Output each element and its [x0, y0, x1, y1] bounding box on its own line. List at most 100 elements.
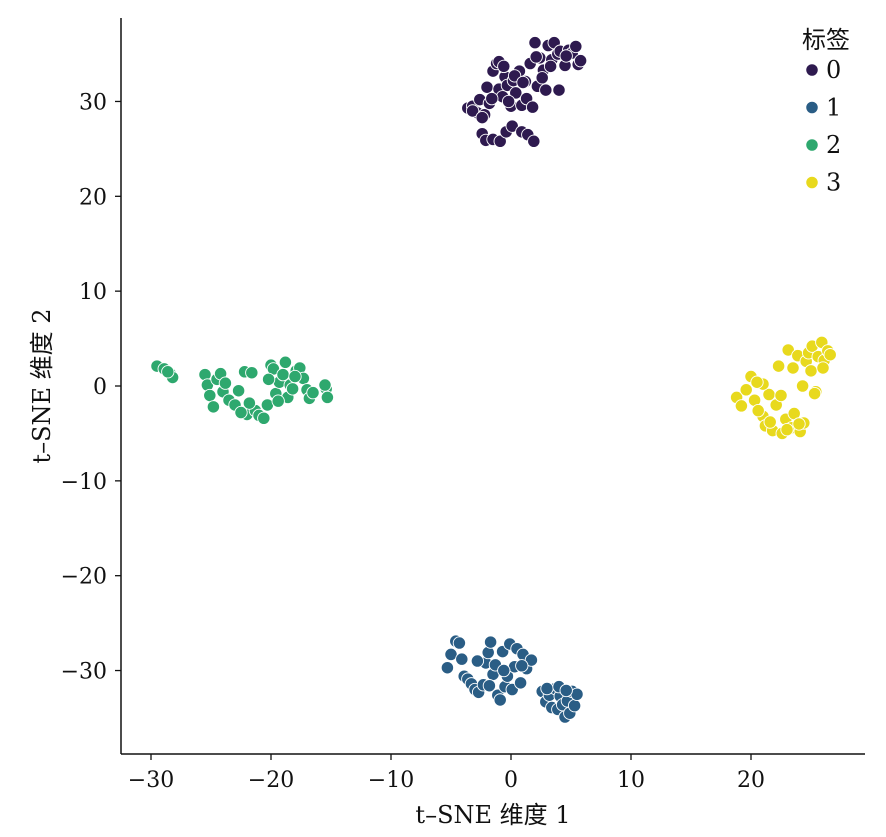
point-series-3: [795, 379, 810, 393]
x-axis-ticks: −30 −20 −10 0 10 20: [128, 754, 765, 793]
point-series-0: [501, 94, 516, 109]
point-series-1: [513, 676, 528, 690]
point-series-2: [203, 388, 217, 403]
point-series-1: [559, 683, 573, 698]
series-0: [461, 36, 588, 148]
point-series-0: [485, 91, 499, 106]
point-series-3: [804, 364, 818, 378]
legend-marker-0: [805, 63, 819, 77]
point-series-2: [261, 372, 276, 387]
x-tick-label: 0: [504, 768, 518, 793]
point-series-3: [751, 404, 765, 418]
point-series-0: [529, 50, 543, 64]
legend-label-2: 2: [826, 131, 841, 159]
point-series-3: [807, 386, 822, 401]
point-series-3: [774, 388, 788, 403]
x-tick-label: 10: [617, 768, 645, 793]
legend-items: 0 1 2 3: [805, 56, 841, 197]
legend-title: 标签: [802, 26, 850, 54]
point-series-3: [771, 359, 786, 373]
y-tick-label: 0: [93, 375, 107, 400]
y-tick-label: 10: [79, 280, 107, 305]
point-series-2: [278, 355, 293, 369]
point-series-2: [218, 376, 233, 390]
series-2: [150, 355, 335, 425]
point-series-0: [497, 59, 511, 74]
point-series-2: [161, 365, 175, 379]
y-axis-ticks: −30 −20 −10 0 10 20 30: [61, 90, 121, 685]
legend: 标签 0 1 2 3: [802, 26, 850, 197]
point-series-0: [539, 83, 553, 97]
point-series-0: [480, 80, 494, 94]
point-series-2: [271, 394, 285, 408]
legend-marker-2: [805, 138, 819, 152]
point-series-2: [245, 366, 259, 380]
legend-marker-1: [805, 100, 819, 115]
point-series-3: [734, 399, 749, 413]
point-series-1: [493, 693, 507, 707]
point-series-0: [527, 134, 541, 148]
point-series-1: [455, 652, 469, 666]
y-tick-label: 20: [79, 185, 107, 210]
point-series-0: [559, 49, 573, 63]
point-series-2: [276, 367, 290, 382]
legend-label-0: 0: [826, 56, 841, 84]
legend-marker-3: [805, 175, 819, 190]
point-series-3: [750, 375, 764, 389]
series-3: [729, 335, 837, 441]
point-series-0: [569, 39, 583, 54]
point-series-2: [257, 411, 271, 425]
point-series-3: [780, 422, 794, 437]
point-series-3: [792, 417, 806, 431]
point-series-0: [475, 110, 489, 125]
point-series-1: [452, 636, 467, 650]
y-tick-label: −30: [61, 660, 107, 685]
point-series-0: [573, 54, 588, 68]
point-series-3: [816, 361, 830, 375]
point-series-1: [483, 635, 498, 649]
point-series-1: [440, 661, 455, 675]
point-series-2: [320, 390, 335, 405]
point-series-2: [285, 382, 300, 396]
y-axis-title: t–SNE 维度 2: [28, 308, 56, 463]
x-axis-title: t–SNE 维度 1: [415, 801, 570, 829]
y-tick-label: 30: [79, 90, 107, 115]
point-series-2: [318, 378, 332, 392]
point-series-1: [482, 679, 497, 693]
point-series-1: [497, 663, 511, 678]
scatter-points: [150, 36, 837, 724]
x-tick-label: −10: [368, 768, 414, 793]
point-series-0: [525, 100, 540, 114]
point-series-0: [516, 75, 530, 90]
point-series-0: [552, 83, 566, 97]
point-series-0: [493, 134, 507, 148]
point-series-3: [763, 415, 777, 429]
point-series-0: [543, 59, 558, 74]
point-series-0: [465, 104, 480, 118]
point-series-3: [823, 348, 837, 362]
y-tick-label: −20: [61, 565, 107, 590]
point-series-2: [306, 385, 320, 400]
point-series-3: [739, 383, 753, 397]
point-series-2: [242, 396, 257, 410]
point-series-1: [540, 681, 554, 696]
x-tick-label: 20: [737, 768, 765, 793]
point-series-2: [231, 384, 246, 398]
point-series-1: [567, 698, 582, 713]
point-series-0: [509, 86, 523, 100]
series-1: [440, 634, 584, 724]
point-series-0: [535, 71, 549, 85]
legend-label-3: 3: [826, 169, 841, 197]
legend-label-1: 1: [826, 94, 841, 122]
point-series-2: [206, 400, 221, 414]
point-series-2: [288, 369, 302, 384]
point-series-2: [234, 405, 248, 420]
point-series-1: [470, 654, 485, 668]
point-series-3: [786, 361, 800, 375]
point-series-1: [515, 659, 529, 673]
x-tick-label: −20: [248, 768, 294, 793]
point-series-0: [528, 36, 542, 50]
x-tick-label: −30: [128, 768, 174, 793]
